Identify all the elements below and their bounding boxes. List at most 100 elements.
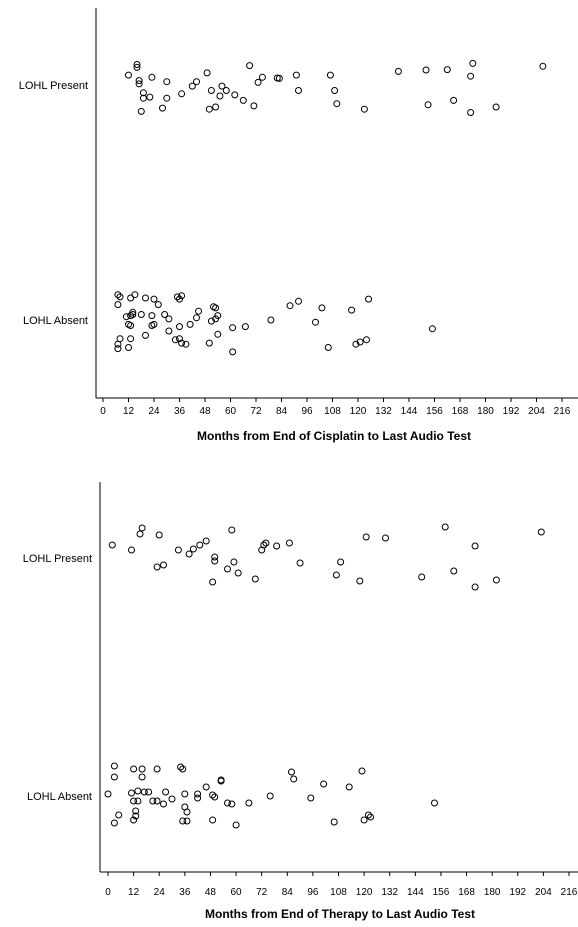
data-point — [154, 301, 162, 309]
data-point — [228, 526, 236, 534]
x-tick-label: 60 — [225, 406, 237, 417]
data-point — [362, 533, 370, 541]
x-tick-label: 192 — [503, 406, 520, 417]
data-point — [443, 66, 451, 74]
data-point — [161, 311, 169, 318]
data-point — [122, 313, 130, 321]
data-point — [467, 109, 475, 116]
category-label-present: LOHL Present — [23, 553, 92, 565]
data-point — [159, 104, 166, 112]
data-point — [205, 105, 213, 113]
data-point — [250, 102, 258, 110]
data-point — [260, 541, 268, 549]
data-point — [239, 96, 247, 104]
data-point — [135, 80, 143, 88]
data-point — [228, 800, 236, 808]
data-point — [331, 87, 339, 94]
x-tick-label: 48 — [205, 887, 217, 898]
data-point — [195, 307, 203, 315]
data-point — [224, 565, 231, 573]
data-point — [176, 335, 183, 343]
x-tick-label: 12 — [123, 406, 135, 417]
x-ticks: 0 12 24 36 48 60 72 84 96 108 120 132 144 156 168 180 19… — [105, 872, 578, 898]
x-tick-label: 144 — [407, 887, 424, 898]
data-point — [131, 291, 139, 299]
data-point — [229, 324, 237, 332]
data-point — [348, 306, 356, 314]
data-point — [114, 301, 122, 309]
data-point — [211, 793, 219, 801]
data-point — [358, 767, 366, 775]
data-point — [178, 90, 186, 98]
data-point — [216, 92, 224, 100]
data-point — [320, 780, 328, 788]
data-point — [128, 789, 135, 797]
data-point — [352, 340, 360, 348]
data-point — [333, 100, 341, 108]
data-point — [150, 295, 158, 303]
data-point — [162, 788, 170, 796]
data-point — [146, 93, 154, 101]
data-point — [229, 348, 237, 356]
data-point — [365, 295, 373, 303]
data-point — [273, 74, 281, 82]
x-tick-label: 60 — [230, 887, 242, 898]
data-point — [471, 542, 479, 550]
data-point — [114, 345, 122, 353]
x-tick-label: 204 — [535, 887, 552, 898]
data-point — [173, 293, 181, 301]
data-point — [202, 537, 210, 545]
data-point — [183, 817, 191, 825]
data-point — [160, 561, 167, 569]
data-point — [471, 583, 479, 591]
data-point — [134, 787, 142, 795]
data-point — [537, 528, 545, 536]
x-tick-label: 84 — [276, 406, 288, 417]
data-point — [108, 541, 116, 549]
data-point — [224, 799, 231, 807]
x-tick-label: 192 — [509, 887, 526, 898]
data-point — [356, 338, 364, 346]
x-tick-label: 216 — [554, 406, 571, 417]
x-tick-label: 204 — [528, 406, 545, 417]
data-point — [211, 553, 219, 561]
data-point — [251, 575, 259, 583]
data-point — [330, 818, 338, 826]
data-point — [163, 94, 171, 102]
data-point — [318, 304, 326, 312]
category-label-present: LOHL Present — [19, 80, 88, 92]
data-point — [189, 545, 197, 553]
data-point — [539, 62, 547, 70]
data-point — [212, 103, 220, 111]
x-ticks: 0 12 24 36 48 60 72 84 96 108 120 132 144 156 168 180 19… — [100, 398, 571, 417]
data-point — [205, 339, 213, 347]
data-point — [234, 569, 242, 577]
data-point — [207, 87, 215, 94]
x-tick-label: 156 — [433, 887, 450, 898]
x-tick-label: 168 — [458, 887, 475, 898]
data-point — [153, 563, 161, 571]
data-point — [127, 335, 135, 343]
data-point — [136, 530, 144, 538]
data-point — [241, 323, 249, 331]
data-point — [288, 768, 295, 776]
data-point — [212, 315, 220, 323]
data-point — [153, 765, 161, 773]
x-tick-label: 72 — [250, 406, 262, 417]
data-point — [450, 96, 458, 104]
data-point — [142, 331, 149, 339]
data-point — [202, 783, 210, 791]
data-point — [139, 94, 147, 102]
data-point — [290, 775, 298, 783]
data-point — [286, 302, 294, 310]
data-point — [176, 323, 183, 331]
data-point — [266, 792, 274, 800]
data-point — [178, 339, 186, 347]
data-point — [307, 794, 315, 802]
x-tick-label: 120 — [350, 406, 367, 417]
data-point — [218, 82, 226, 90]
data-point — [217, 777, 225, 785]
data-point — [153, 797, 161, 805]
data-point — [285, 539, 293, 547]
data-point — [230, 558, 238, 566]
